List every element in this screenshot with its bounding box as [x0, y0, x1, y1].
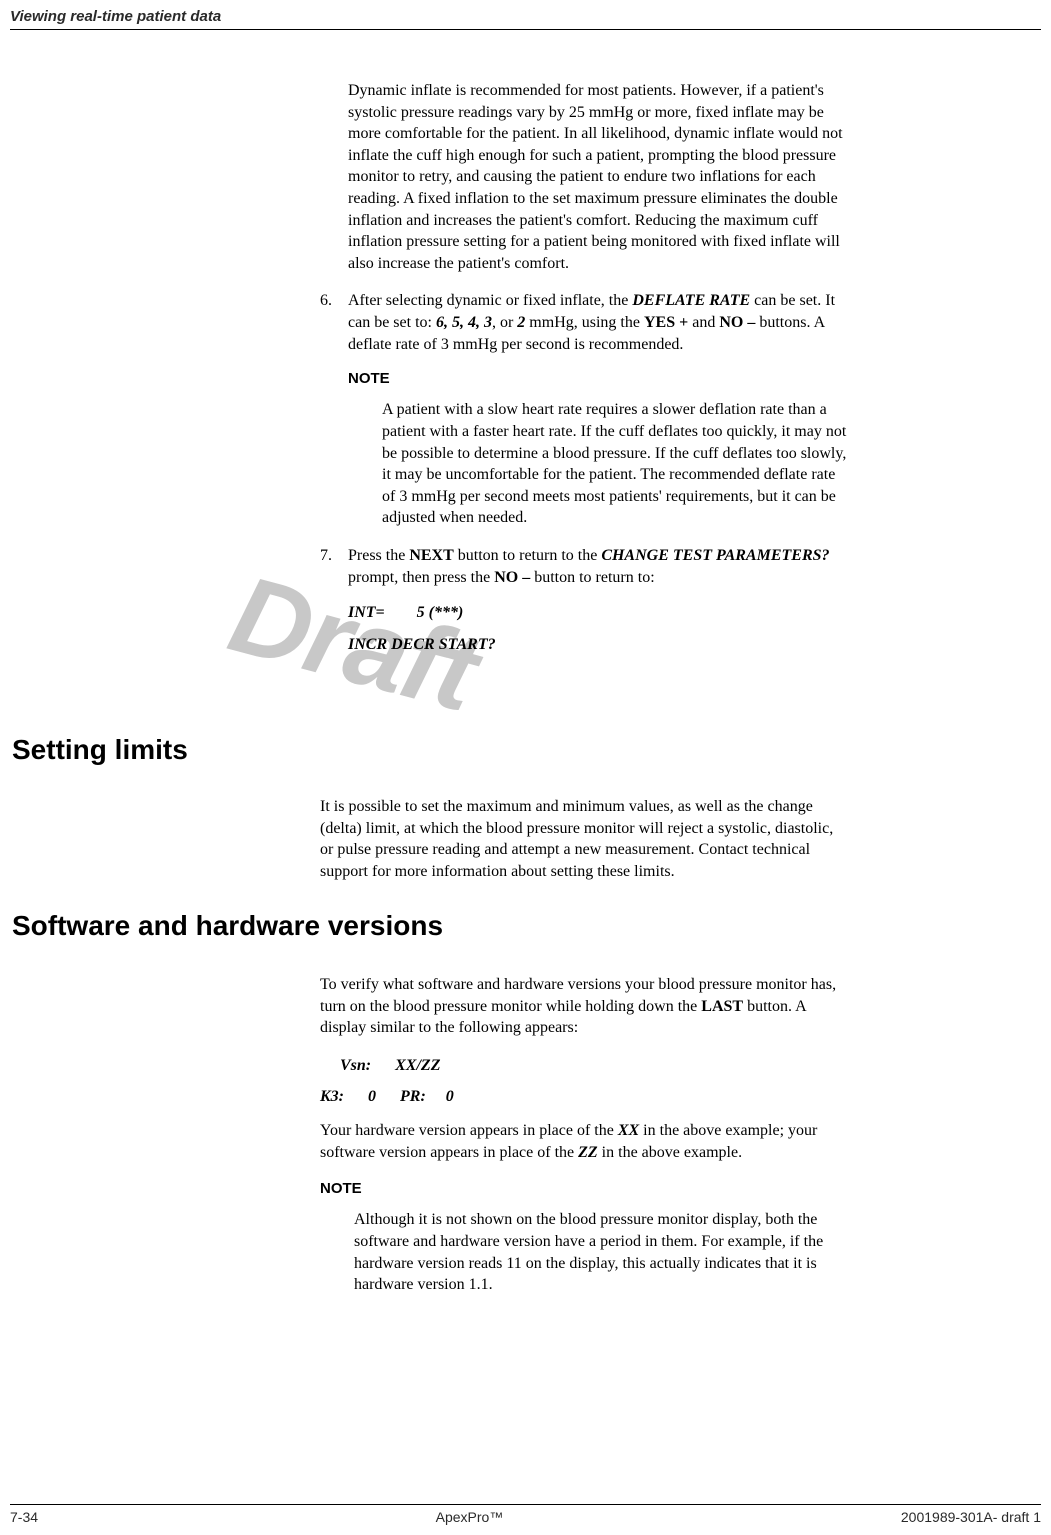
software-para-2: Your hardware version appears in place o… [320, 1120, 850, 1163]
step-6-text-e: and [688, 314, 719, 331]
yes-button-label: YES + [644, 314, 688, 331]
display-block-1: INT= 5 (***) INCR DECR START? [320, 602, 850, 655]
display-line-int: INT= 5 (***) [348, 602, 850, 624]
header-title: Viewing real-time patient data [10, 8, 221, 25]
display-vsn: Vsn: XX/ZZ [320, 1055, 850, 1077]
software-p2a: Your hardware version appears in place o… [320, 1122, 618, 1139]
next-button-label: NEXT [409, 547, 453, 564]
step-7-text-d: button to return to: [530, 569, 654, 586]
setting-limits-block: It is possible to set the maximum and mi… [320, 796, 850, 898]
display-line-incr: INCR DECR START? [348, 634, 850, 656]
xx-placeholder: XX [618, 1122, 639, 1139]
footer-doc-id: 2001989-301A- draft 1 [901, 1509, 1041, 1525]
note-1: NOTE A patient with a slow heart rate re… [320, 369, 850, 529]
software-block: To verify what software and hardware ver… [320, 974, 850, 1312]
no-button-label: NO – [719, 314, 755, 331]
step-6-number: 6. [320, 290, 332, 312]
step-7: 7. Press the NEXT button to return to th… [320, 545, 850, 588]
page-header: Viewing real-time patient data [10, 8, 1041, 30]
display-k3: K3: 0 PR: 0 [320, 1086, 850, 1108]
step-6-text-c: , or [492, 314, 517, 331]
note-2-label: NOTE [320, 1179, 850, 1199]
note-2-body: Although it is not shown on the blood pr… [320, 1209, 850, 1295]
note-1-body: A patient with a slow heart rate require… [348, 399, 850, 529]
page-footer: 7-34 ApexPro™ 2001989-301A- draft 1 [10, 1504, 1041, 1525]
last-button-label: LAST [701, 998, 743, 1015]
note-1-label: NOTE [348, 369, 850, 389]
deflate-rate-label: DEFLATE RATE [632, 292, 750, 309]
deflate-values: 6, 5, 4, 3 [436, 314, 492, 331]
setting-limits-para: It is possible to set the maximum and mi… [320, 796, 850, 882]
step-6-text-a: After selecting dynamic or fixed inflate… [348, 292, 632, 309]
step-6-text-d: mmHg, using the [525, 314, 644, 331]
software-p2c: in the above example. [598, 1144, 742, 1161]
step-7-text-c: prompt, then press the [348, 569, 494, 586]
step-6: 6. After selecting dynamic or fixed infl… [320, 290, 850, 355]
step-7-number: 7. [320, 545, 332, 567]
footer-page-number: 7-34 [10, 1509, 38, 1525]
step-7-text-a: Press the [348, 547, 409, 564]
step-7-text-b: button to return to the [454, 547, 602, 564]
heading-setting-limits: Setting limits [12, 734, 188, 766]
zz-placeholder: ZZ [578, 1144, 598, 1161]
main-content: Dynamic inflate is recommended for most … [320, 80, 850, 665]
software-para-1: To verify what software and hardware ver… [320, 974, 850, 1039]
display-block-2: Vsn: XX/ZZ K3: 0 PR: 0 [320, 1055, 850, 1108]
change-params-label: CHANGE TEST PARAMETERS? [601, 547, 829, 564]
intro-paragraph: Dynamic inflate is recommended for most … [320, 80, 850, 274]
heading-software-hardware: Software and hardware versions [12, 910, 443, 942]
footer-product: ApexPro™ [436, 1509, 504, 1525]
no-button-label-2: NO – [494, 569, 530, 586]
